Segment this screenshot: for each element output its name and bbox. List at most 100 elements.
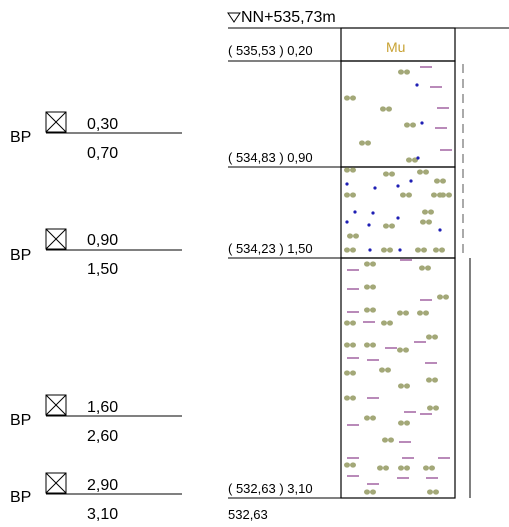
sample-2: BP 1,60 2,60 (10, 394, 182, 445)
pebble-mark (365, 140, 371, 146)
pebble-mark (350, 370, 356, 376)
pebble-mark (389, 171, 395, 177)
sample-box-icon (45, 394, 67, 416)
soil-column (340, 27, 456, 499)
sample-3: BP 2,90 3,10 (10, 472, 182, 523)
pebble-mark (404, 122, 410, 128)
pebble-mark (440, 192, 446, 198)
sample-prefix: BP (10, 129, 31, 146)
pebble-mark (379, 367, 385, 373)
pebble-mark (381, 247, 387, 253)
pebble-mark (422, 209, 428, 215)
pebble-mark (398, 465, 404, 471)
bottom-elevation: 532,63 (228, 507, 268, 522)
layer-label: ( 534,23 ) 1,50 (228, 241, 313, 256)
pebble-mark (404, 420, 410, 426)
pebble-mark (403, 347, 409, 353)
pebble-mark (364, 489, 370, 495)
pebble-mark (429, 465, 435, 471)
pebble-mark (350, 395, 356, 401)
pebble-mark (383, 223, 389, 229)
dot-mark (398, 248, 402, 252)
sample-top: 0,30 (87, 116, 118, 133)
layer-1 (340, 60, 456, 168)
pebble-mark (432, 334, 438, 340)
pebble-mark (383, 171, 389, 177)
pebble-mark (427, 489, 433, 495)
pebble-mark (344, 95, 350, 101)
pebble-pattern (344, 69, 452, 495)
pebble-mark (425, 265, 431, 271)
pebble-mark (350, 342, 356, 348)
sample-bottom: 0,70 (87, 145, 118, 162)
pebble-mark (417, 310, 423, 316)
pebble-mark (426, 219, 432, 225)
dot-mark (371, 211, 375, 215)
pebble-mark (398, 69, 404, 75)
pebble-mark (350, 192, 356, 198)
topsoil-code: Mu (386, 39, 405, 55)
pebble-mark (431, 192, 437, 198)
pebble-mark (437, 294, 443, 300)
pebble-mark (404, 69, 410, 75)
pebble-mark (423, 465, 429, 471)
pebble-mark (404, 383, 410, 389)
pebble-mark (350, 95, 356, 101)
pebble-mark (344, 192, 350, 198)
pebble-mark (359, 140, 365, 146)
pebble-mark (344, 247, 350, 253)
pebble-mark (370, 342, 376, 348)
sample-box-cross (45, 394, 67, 416)
pebble-mark (350, 167, 356, 173)
pebble-mark (370, 261, 376, 267)
sample-prefix: BP (10, 247, 31, 264)
sample-0: BP 0,30 0,70 (10, 111, 182, 162)
pebble-mark (410, 122, 416, 128)
sample-prefix: BP (10, 489, 31, 506)
pebble-mark (415, 247, 421, 253)
sample-top: 1,60 (87, 399, 118, 416)
dot-mark (438, 228, 442, 232)
reference-level: NN+535,73m (227, 9, 509, 29)
dot-mark (368, 248, 372, 252)
pebble-mark (364, 284, 370, 290)
reference-level-text: NN+535,73m (241, 9, 336, 26)
pebble-mark (386, 106, 392, 112)
sample-box-cross (45, 111, 67, 133)
pebble-mark (370, 415, 376, 421)
pebble-mark (439, 247, 445, 253)
dot-mark (409, 179, 413, 183)
pebble-mark (388, 437, 394, 443)
pebble-mark (377, 465, 383, 471)
pebble-mark (433, 489, 439, 495)
dot-pattern (345, 83, 442, 252)
pebble-mark (350, 247, 356, 253)
pebble-mark (419, 265, 425, 271)
pebble-mark (344, 320, 350, 326)
pebble-mark (364, 307, 370, 313)
pebble-mark (347, 233, 353, 239)
pebble-mark (344, 167, 350, 173)
pebble-mark (426, 377, 432, 383)
pebble-mark (398, 383, 404, 389)
pebble-mark (398, 420, 404, 426)
dot-mark (416, 156, 420, 160)
pebble-mark (432, 377, 438, 383)
dot-mark (353, 210, 357, 214)
sample-bottom: 2,60 (87, 428, 118, 445)
dash-pattern (347, 66, 452, 485)
dot-mark (345, 220, 349, 224)
sample-top: 0,90 (87, 232, 118, 249)
layer-label: ( 534,83 ) 0,90 (228, 150, 313, 165)
layer-3 (340, 257, 456, 499)
pebble-mark (364, 261, 370, 267)
pebble-mark (353, 233, 359, 239)
pebble-mark (385, 367, 391, 373)
dot-mark (396, 184, 400, 188)
layer-label: ( 535,53 ) 0,20 (228, 43, 313, 58)
pebble-mark (383, 465, 389, 471)
pebble-mark (387, 320, 393, 326)
pebble-mark (406, 157, 412, 163)
sample-bottom: 1,50 (87, 261, 118, 278)
